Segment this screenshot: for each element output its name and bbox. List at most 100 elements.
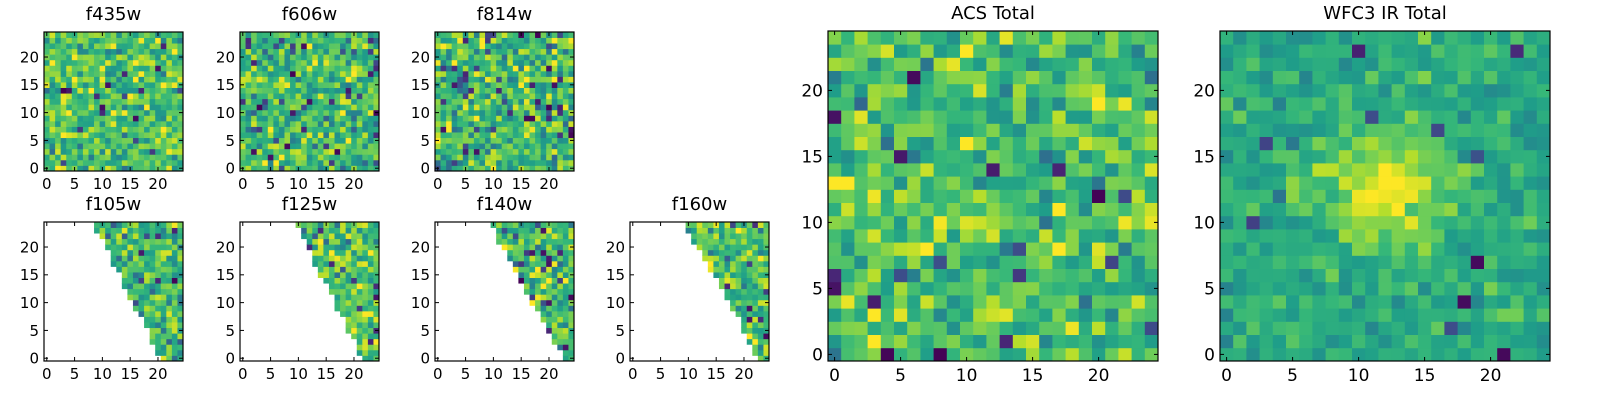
heatmap-cell	[1431, 255, 1445, 269]
heatmap-cell	[356, 82, 363, 88]
heatmap-cell	[1418, 281, 1432, 296]
heatmap-cell	[440, 109, 447, 116]
heatmap-cell	[1497, 83, 1511, 98]
heatmap-cell	[77, 143, 84, 150]
heatmap-cell	[1536, 110, 1551, 124]
heatmap-cell	[116, 159, 123, 166]
heatmap-cell	[880, 136, 895, 151]
heatmap-cell	[367, 37, 374, 44]
heatmap-cell	[1457, 295, 1472, 309]
heatmap-cell	[1365, 242, 1379, 256]
heatmap-cell	[144, 93, 151, 100]
heatmap-cell	[328, 76, 335, 83]
heatmap-cell	[1233, 229, 1247, 243]
heatmap-cell	[177, 344, 184, 351]
heatmap-cell	[60, 154, 67, 161]
heatmap-cell	[468, 82, 475, 88]
heatmap-cell	[1078, 334, 1093, 349]
heatmap-cell	[1259, 123, 1274, 137]
heatmap-cell	[138, 137, 145, 144]
heatmap-cell	[1039, 163, 1053, 177]
heatmap-cell	[317, 154, 324, 161]
heatmap-cell	[127, 148, 134, 155]
heatmap-cell	[1144, 268, 1159, 283]
heatmap-cell	[256, 59, 263, 66]
heatmap-cell	[340, 249, 347, 256]
heatmap-cell	[920, 334, 934, 349]
heatmap-cell	[880, 321, 895, 335]
heatmap-cell	[1365, 176, 1379, 190]
heatmap-cell	[323, 98, 330, 105]
heatmap-cell	[946, 149, 961, 164]
heatmap-cell	[546, 93, 553, 100]
heatmap-cell	[251, 87, 258, 94]
heatmap-cell	[177, 132, 184, 139]
heatmap-cell	[546, 137, 553, 144]
heatmap-cell	[149, 126, 156, 133]
heatmap-cell	[267, 87, 274, 94]
heatmap-cell	[1272, 44, 1287, 58]
heatmap-cell	[177, 93, 184, 100]
heatmap-cell	[1026, 189, 1040, 203]
heatmap-cell	[828, 215, 842, 230]
heatmap-cell	[262, 98, 269, 105]
heatmap-cell	[367, 165, 374, 172]
heatmap-cell	[1444, 136, 1458, 151]
heatmap-cell	[295, 148, 302, 155]
heatmap-cell	[301, 76, 308, 83]
heatmap-cell	[245, 37, 252, 44]
heatmap-cell	[262, 48, 269, 55]
heatmap-cell	[828, 176, 842, 190]
heatmap-cell	[933, 163, 948, 177]
heatmap-cell	[763, 322, 770, 329]
heatmap-cell	[999, 57, 1014, 71]
heatmap-cell	[557, 104, 564, 111]
heatmap-cell	[1457, 57, 1472, 71]
heatmap-cell	[284, 154, 291, 161]
heatmap-cell	[323, 159, 330, 166]
heatmap-cell	[1431, 268, 1445, 283]
heatmap-cell	[245, 115, 252, 122]
heatmap-cell	[730, 283, 737, 290]
heatmap-cell	[523, 132, 530, 139]
heatmap-cell	[1404, 110, 1419, 124]
heatmap-cell	[1378, 136, 1392, 151]
heatmap-cell	[166, 48, 173, 55]
heatmap-cell	[894, 321, 908, 335]
heatmap-cell	[1272, 123, 1287, 137]
heatmap-cell	[71, 132, 78, 139]
heatmap-cell	[105, 32, 112, 38]
heatmap-cell	[1338, 176, 1353, 190]
heatmap-cell	[746, 249, 753, 256]
heatmap-cell	[351, 93, 358, 100]
heatmap-cell	[94, 159, 100, 166]
heatmap-cell	[1246, 242, 1260, 256]
heatmap-cell	[501, 87, 508, 94]
heatmap-cell	[60, 143, 67, 150]
heatmap-cell	[71, 109, 78, 116]
heatmap-cell	[1444, 163, 1458, 177]
heatmap-cell	[933, 123, 948, 137]
heatmap-cell	[132, 299, 139, 306]
heatmap-cell	[127, 255, 134, 262]
heatmap-cell	[171, 222, 178, 228]
heatmap-cell	[479, 59, 486, 66]
heatmap-cell	[518, 227, 525, 234]
heatmap-cell	[907, 334, 921, 349]
heatmap-cell	[1365, 189, 1379, 203]
heatmap-cell	[1131, 308, 1146, 322]
heatmap-cell	[546, 159, 553, 166]
heatmap-cell	[713, 272, 720, 278]
heatmap-cell	[328, 126, 335, 133]
heatmap-cell	[451, 70, 458, 77]
heatmap-cell	[457, 43, 464, 50]
heatmap-cell	[757, 344, 764, 351]
heatmap-cell	[933, 295, 948, 309]
heatmap-cell	[707, 227, 714, 234]
heatmap-cell	[457, 98, 464, 105]
heatmap-cell	[356, 165, 363, 172]
heatmap-cell	[317, 165, 324, 172]
heatmap-cell	[295, 48, 302, 55]
heatmap-cell	[920, 176, 934, 190]
heatmap-cell	[290, 115, 296, 122]
